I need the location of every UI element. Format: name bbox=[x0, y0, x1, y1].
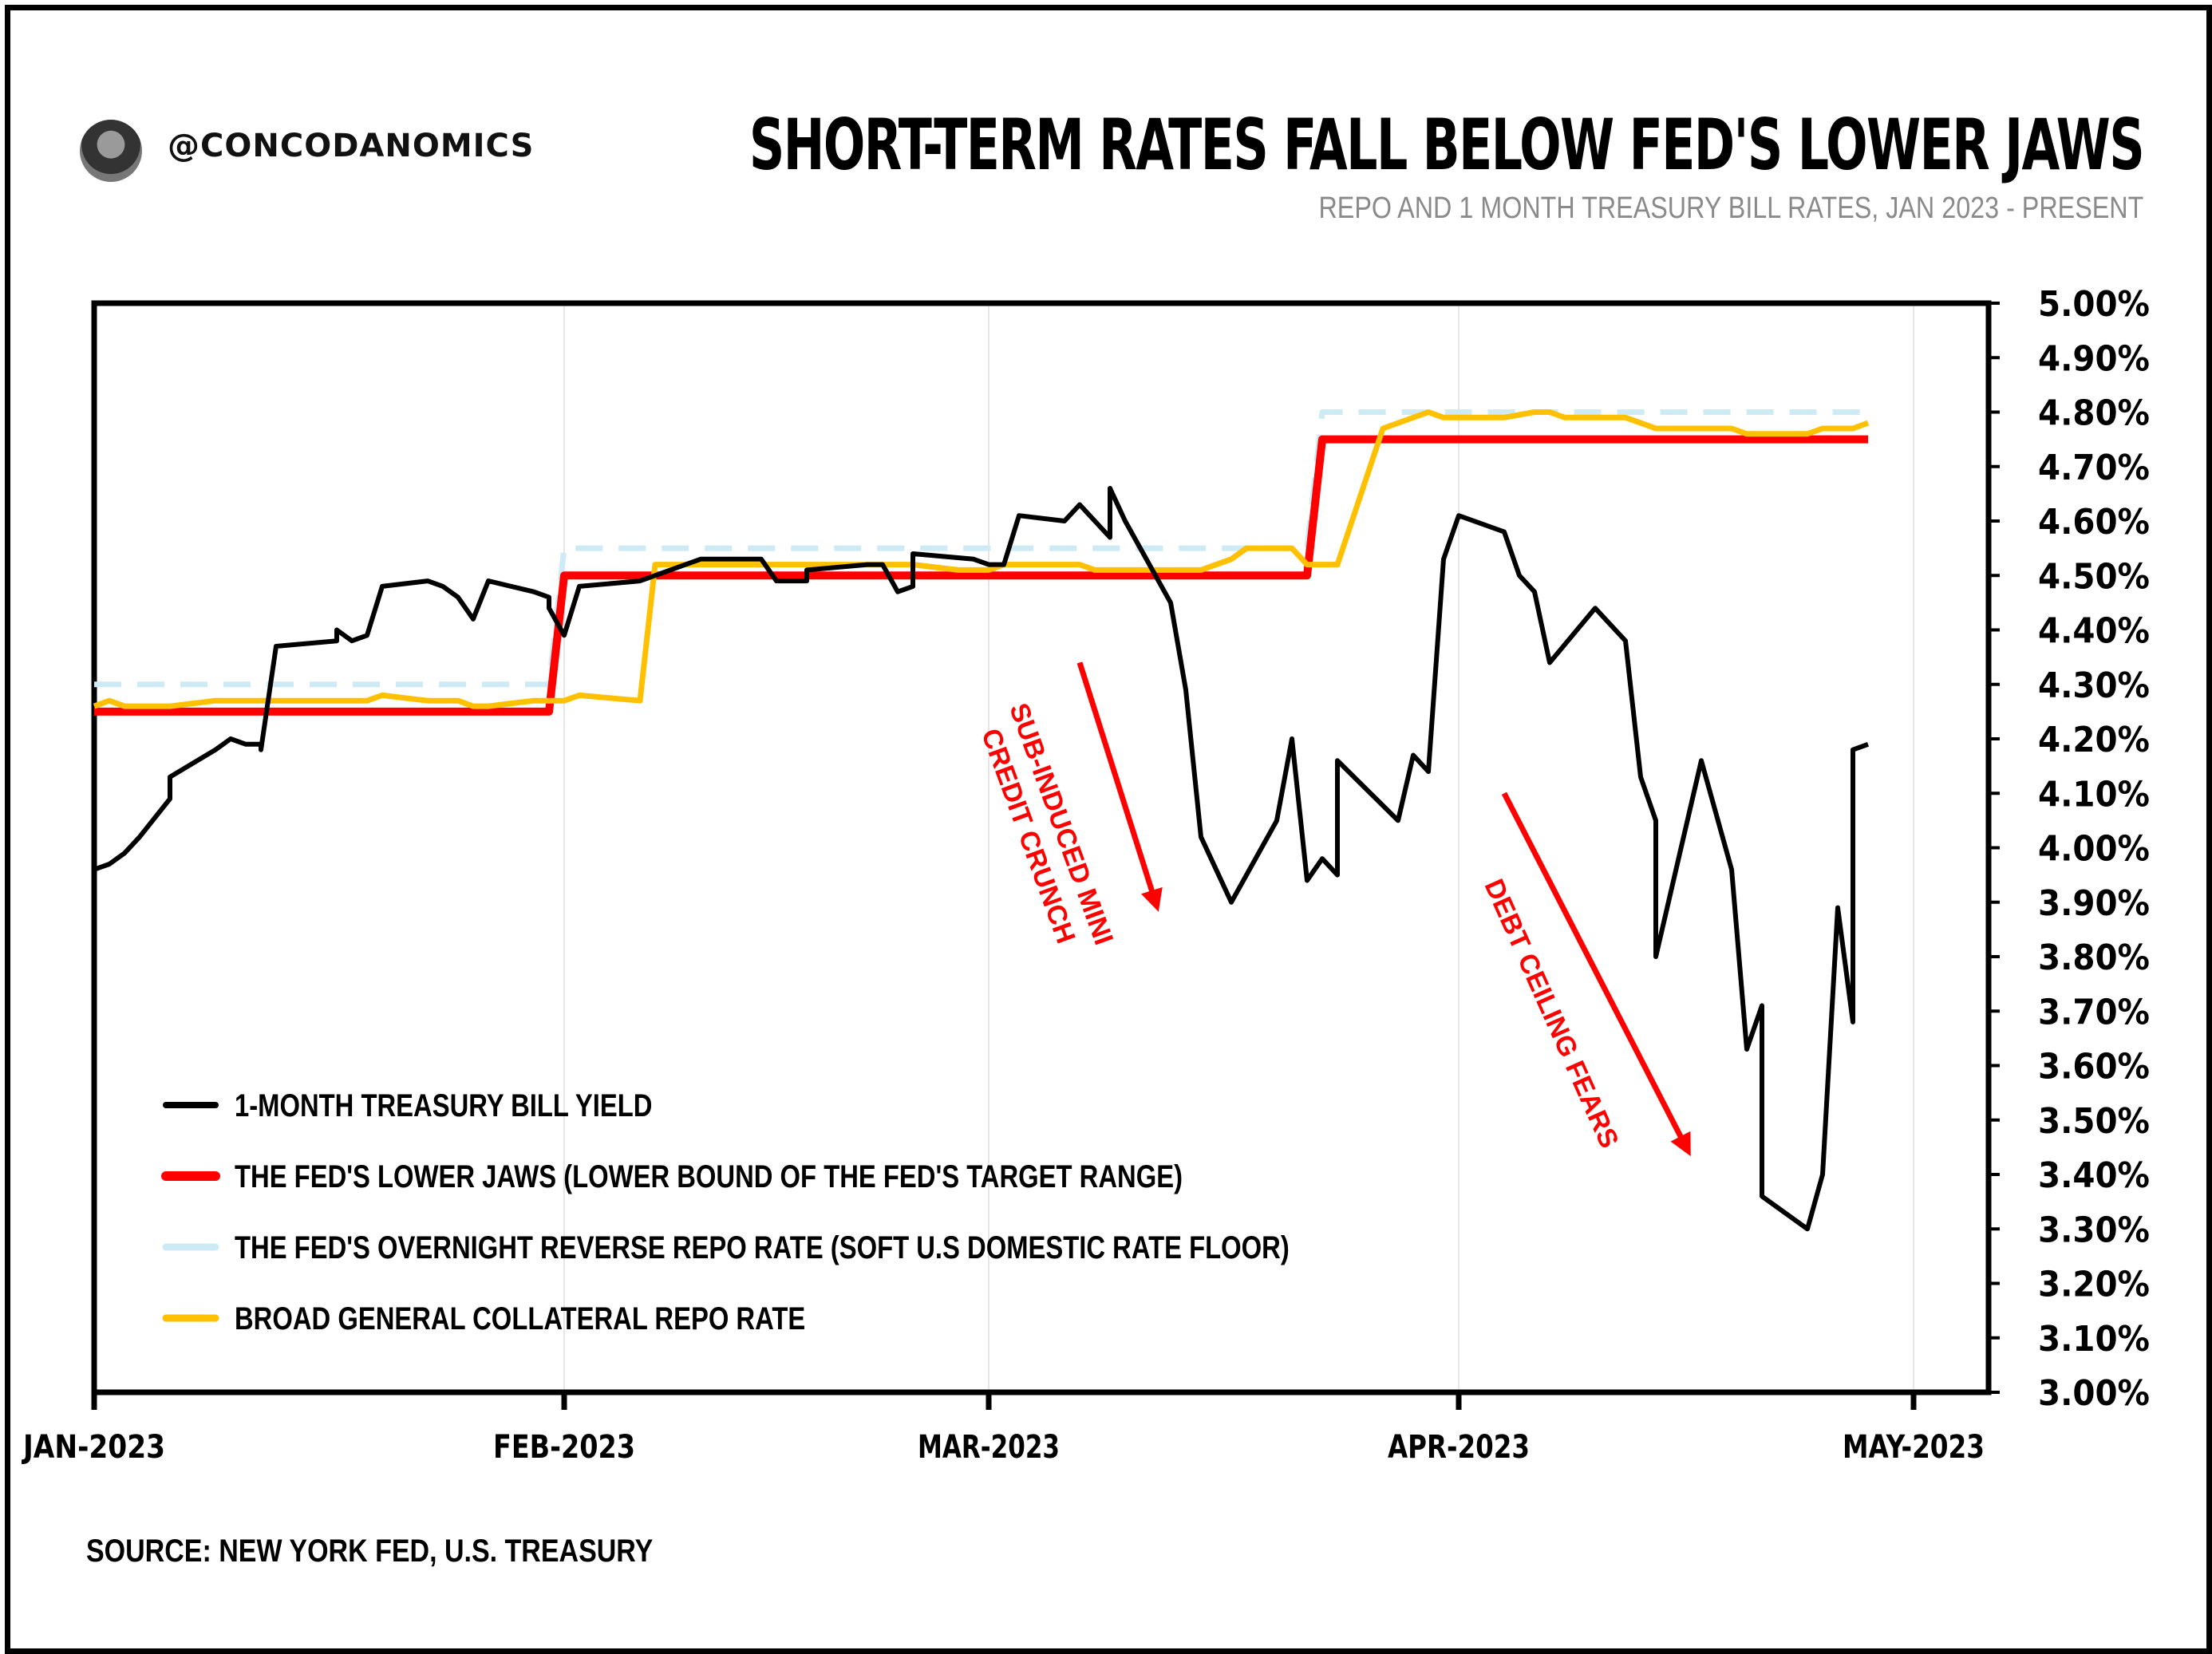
y-tick-label: 3.60% bbox=[2038, 1047, 2150, 1088]
source-note: SOURCE: NEW YORK FED, U.S. TREASURY bbox=[86, 1534, 654, 1569]
y-tick-label: 4.20% bbox=[2038, 720, 2150, 760]
chart-frame bbox=[5, 5, 2212, 1654]
y-tick-label: 3.20% bbox=[2038, 1265, 2150, 1305]
y-tick-label: 4.40% bbox=[2038, 611, 2150, 652]
author-handle: @CONCODANOMICS bbox=[168, 128, 535, 164]
y-tick-label: 3.80% bbox=[2038, 938, 2150, 978]
x-tick-label: MAY-2023 bbox=[1843, 1429, 1985, 1466]
avatar bbox=[80, 120, 142, 182]
y-tick-label: 4.00% bbox=[2038, 829, 2150, 870]
y-tick-label: 5.00% bbox=[2038, 284, 2150, 325]
series-line-rrp bbox=[94, 409, 1868, 688]
annotation-arrow bbox=[1076, 661, 1163, 912]
x-tick-label: FEB-2023 bbox=[493, 1429, 635, 1466]
legend-label-bgcr: BROAD GENERAL COLLATERAL REPO RATE bbox=[235, 1301, 805, 1336]
annotation-arrow bbox=[1501, 791, 1691, 1157]
y-tick-label: 4.70% bbox=[2038, 448, 2150, 488]
y-tick-label: 4.60% bbox=[2038, 502, 2150, 543]
series-line-tbill bbox=[93, 486, 1870, 1232]
chart-title: SHORT-TERM RATES FALL BELOW FED'S LOWER … bbox=[749, 104, 2145, 186]
chart-subtitle: REPO AND 1 MONTH TREASURY BILL RATES, JA… bbox=[1318, 191, 2143, 225]
x-tick-label: APR-2023 bbox=[1388, 1429, 1530, 1466]
series-line-lower-jaws bbox=[94, 435, 1868, 716]
annotation-label: DEBT CEILING FEARS bbox=[1479, 874, 1625, 1153]
y-tick-label: 4.80% bbox=[2038, 393, 2150, 434]
legend-label-tbill: 1-MONTH TREASURY BILL YIELD bbox=[235, 1088, 652, 1123]
x-tick-label: MAR-2023 bbox=[918, 1429, 1060, 1466]
legend-label-lower-jaws: THE FED'S LOWER JAWS (LOWER BOUND OF THE… bbox=[235, 1159, 1183, 1194]
y-tick-label: 3.70% bbox=[2038, 992, 2150, 1032]
y-tick-label: 3.90% bbox=[2038, 883, 2150, 924]
legend-label-rrp: THE FED'S OVERNIGHT REVERSE REPO RATE (S… bbox=[235, 1230, 1290, 1265]
y-tick-label: 3.30% bbox=[2038, 1210, 2150, 1250]
y-tick-label: 4.90% bbox=[2038, 338, 2150, 379]
y-tick-label: 4.10% bbox=[2038, 774, 2150, 815]
y-tick-label: 3.10% bbox=[2038, 1319, 2150, 1360]
y-tick-label: 3.50% bbox=[2038, 1101, 2150, 1142]
y-tick-label: 4.30% bbox=[2038, 665, 2150, 706]
y-tick-label: 4.50% bbox=[2038, 556, 2150, 597]
y-tick-label: 3.00% bbox=[2038, 1373, 2150, 1414]
x-tick-label: JAN-2023 bbox=[21, 1429, 165, 1466]
series-line-bgcr bbox=[93, 409, 1870, 709]
y-tick-label: 3.40% bbox=[2038, 1155, 2150, 1196]
